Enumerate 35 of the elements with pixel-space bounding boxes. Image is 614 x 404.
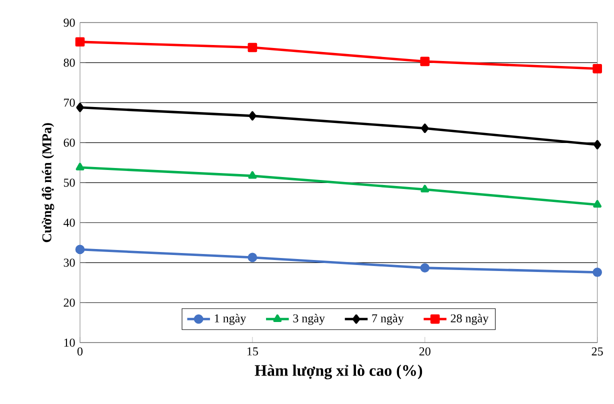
point	[248, 111, 256, 121]
point	[592, 268, 602, 277]
y-axis-title: Cường độ nén (MPa)	[42, 123, 54, 242]
point	[76, 102, 84, 112]
point	[420, 184, 430, 192]
point	[75, 37, 85, 47]
point	[76, 162, 84, 170]
y-tick-label: 70	[64, 98, 75, 107]
y-tick-label: 20	[64, 298, 75, 307]
x-axis-title: Hàm lượng xỉ lò cao (%)	[254, 364, 422, 380]
y-tick-label: 50	[64, 178, 75, 187]
legend-label: 7 ngày	[372, 314, 404, 325]
point	[594, 140, 602, 150]
legend-label: 3 ngày	[293, 314, 325, 325]
point	[248, 42, 258, 52]
x-tick-label: 15	[247, 347, 258, 356]
y-tick-label: 40	[64, 218, 75, 227]
y-tick-label: 60	[64, 138, 75, 147]
y-tick-label: 30	[64, 258, 75, 267]
x-tick-label: 20	[419, 347, 430, 356]
point	[592, 64, 602, 74]
point	[420, 263, 430, 273]
x-tick-label: 25	[592, 347, 603, 356]
x-tick-label: 0	[77, 347, 83, 356]
point	[420, 56, 430, 66]
legend-label: 28 ngày	[450, 314, 489, 325]
legend-label: 1 ngày	[214, 314, 246, 325]
y-tick-label: 80	[64, 58, 75, 67]
point	[421, 124, 429, 133]
point	[593, 200, 602, 208]
y-tick-label: 10	[64, 338, 75, 347]
point	[248, 171, 257, 179]
point	[75, 244, 85, 254]
point	[248, 252, 258, 262]
y-tick-label: 90	[64, 18, 75, 27]
